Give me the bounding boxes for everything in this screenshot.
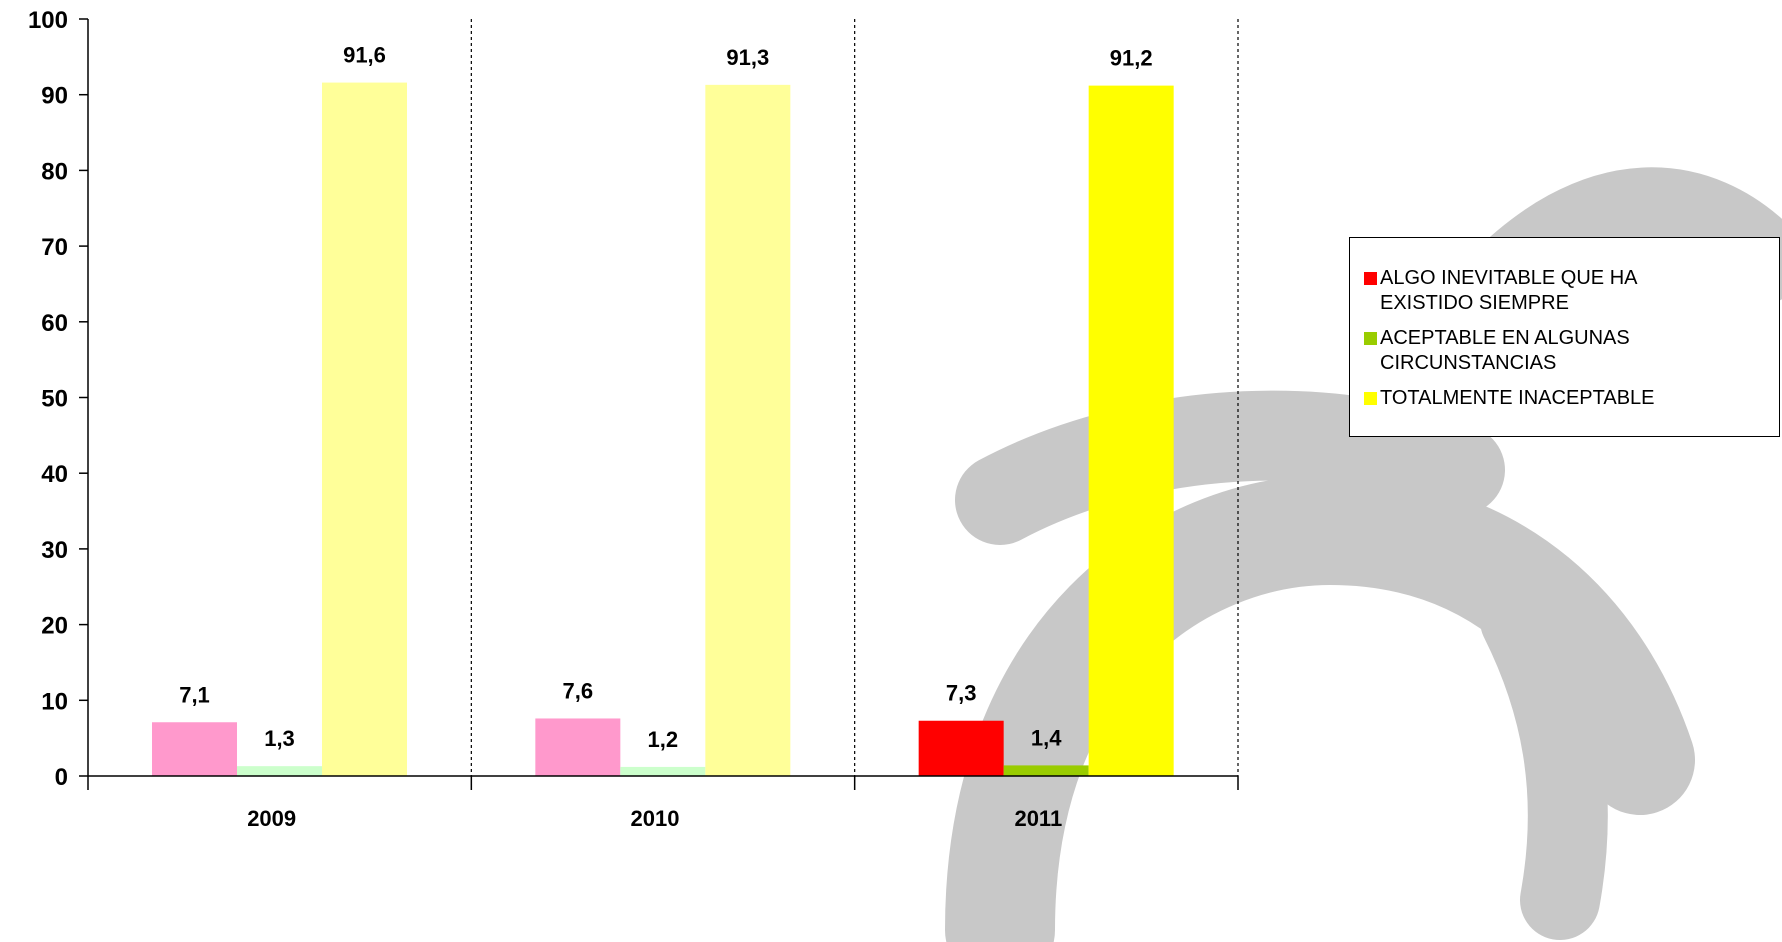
- y-tick-label: 50: [41, 386, 68, 413]
- legend-swatch-red: [1364, 272, 1377, 285]
- bar-2011-series-1: [1003, 765, 1089, 776]
- legend: ALGO INEVITABLE QUE HA EXISTIDO SIEMPRE …: [1349, 237, 1780, 437]
- data-label: 1,2: [648, 727, 679, 752]
- legend-item-algo-inevitable: ALGO INEVITABLE QUE HA EXISTIDO SIEMPRE: [1364, 266, 1637, 316]
- x-tick-label: 2009: [247, 806, 296, 831]
- data-label: 7,6: [563, 678, 594, 703]
- legend-swatch-yellow: [1364, 392, 1377, 405]
- legend-label: ACEPTABLE EN ALGUNAS CIRCUNSTANCIAS: [1380, 327, 1630, 374]
- y-tick-label: 90: [41, 83, 68, 110]
- legend-label: ALGO INEVITABLE QUE HA EXISTIDO SIEMPRE: [1380, 267, 1638, 314]
- data-labels: 7,1 1,3 91,6 7,6 1,2 91,3 7,3 1,4 91,2: [179, 43, 1152, 752]
- legend-item-aceptable: ACEPTABLE EN ALGUNAS CIRCUNSTANCIAS: [1364, 326, 1630, 376]
- data-label: 7,1: [179, 682, 210, 707]
- legend-swatch-green: [1364, 332, 1377, 345]
- bar-2010-series-0: [535, 718, 621, 776]
- data-label: 1,4: [1031, 725, 1062, 750]
- x-tick-label: 2011: [1014, 806, 1062, 831]
- data-label: 7,3: [946, 681, 977, 706]
- y-tick-label: 10: [41, 688, 68, 715]
- bar-2010-series-1: [620, 766, 706, 776]
- bar-2011-series-0: [918, 720, 1004, 776]
- legend-item-totalmente-inaceptable: TOTALMENTE INACEPTABLE: [1364, 386, 1655, 411]
- bar-2011-series-2: [1088, 85, 1174, 777]
- bar-2009-series-1: [237, 766, 322, 776]
- data-label: 91,6: [343, 43, 386, 68]
- y-tick-label: 70: [41, 234, 68, 261]
- bar-2010-series-2: [705, 84, 791, 776]
- y-tick-label: 60: [41, 310, 68, 337]
- legend-label: TOTALMENTE INACEPTABLE: [1380, 387, 1655, 409]
- category-separators: [470, 19, 1239, 776]
- y-tick-label: 30: [41, 537, 68, 564]
- data-label: 91,2: [1110, 46, 1153, 71]
- x-tick-label: 2010: [631, 806, 680, 831]
- data-label: 1,3: [264, 726, 295, 751]
- y-tick-label: 80: [41, 158, 68, 185]
- y-tick-label: 0: [55, 764, 68, 791]
- y-axis-ticks: 0 10 20 30 40 50 60 70 80 90 100: [28, 7, 88, 791]
- data-label: 91,3: [726, 45, 769, 70]
- bars: [152, 82, 1174, 777]
- bar-2009-series-0: [152, 722, 237, 776]
- y-tick-label: 20: [41, 613, 68, 640]
- bar-2009-series-2: [322, 82, 407, 776]
- y-tick-label: 40: [41, 461, 68, 488]
- x-axis-labels: 2009 2010 2011: [247, 806, 1062, 831]
- y-tick-label: 100: [28, 7, 68, 34]
